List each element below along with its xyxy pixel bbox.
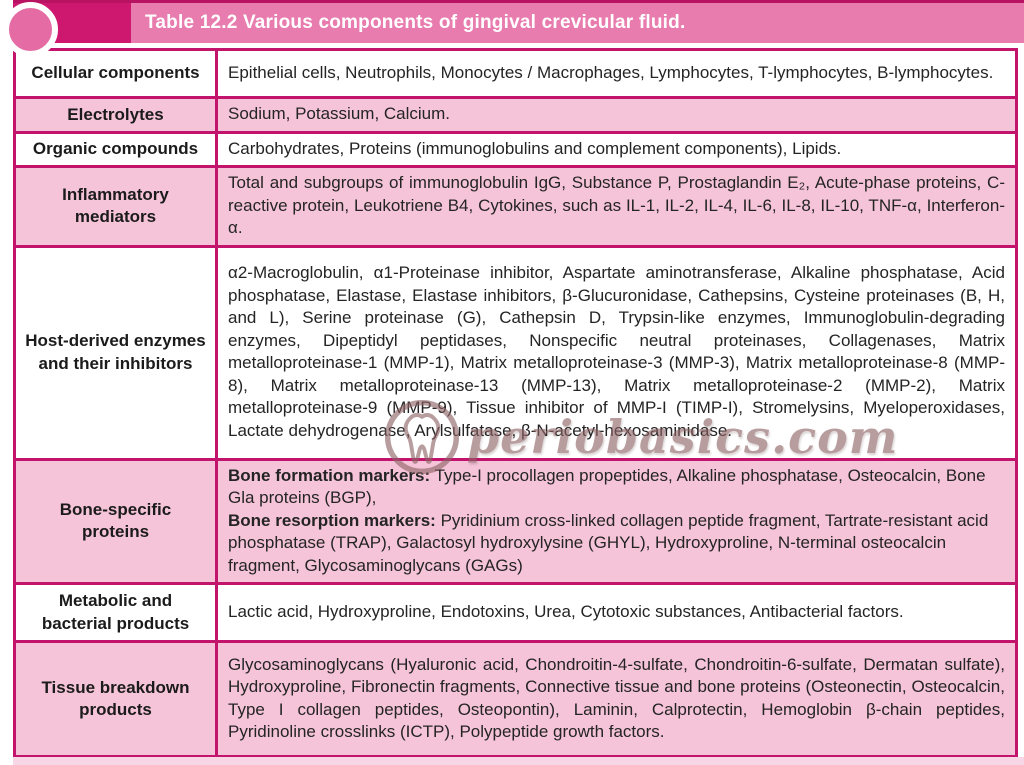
table-title: Table 12.2 Various components of gingiva… bbox=[145, 12, 686, 33]
category-cell: Electrolytes bbox=[13, 96, 218, 134]
category-cell: Bone-specific proteins bbox=[13, 457, 218, 585]
content-cell: Lactic acid, Hydroxyproline, Endotoxins,… bbox=[215, 582, 1018, 643]
content-cell: Glycosaminoglycans (Hyaluronic acid, Cho… bbox=[215, 640, 1018, 758]
table-row-inflammatory-mediators: Inflammatory mediators Total and subgrou… bbox=[13, 165, 1018, 248]
category-cell: Tissue breakdown products bbox=[13, 640, 218, 758]
page-bottom-strip bbox=[13, 757, 1024, 765]
bone-formation-markers-text: Type-I procollagen propeptides, Alkaline… bbox=[228, 465, 986, 508]
category-cell: Metabolic and bacterial products bbox=[13, 582, 218, 643]
table-row-cellular-components: Cellular components Epithelial cells, Ne… bbox=[13, 48, 1018, 99]
table-row-metabolic-bacterial-products: Metabolic and bacterial products Lactic … bbox=[13, 582, 1018, 643]
table-row-bone-specific-proteins: Bone-specific proteins Bone formation ma… bbox=[13, 457, 1018, 585]
bone-resorption-markers-label: Bone resorption markers: bbox=[228, 510, 436, 530]
gcf-components-table: Cellular components Epithelial cells, Ne… bbox=[13, 48, 1018, 758]
table-row-tissue-breakdown-products: Tissue breakdown products Glycosaminogly… bbox=[13, 640, 1018, 758]
bone-resorption-markers-text: Pyridinium cross-linked collagen peptide… bbox=[228, 510, 989, 575]
content-cell: Bone formation markers: Type-I procollag… bbox=[215, 457, 1018, 585]
table-row-host-derived-enzymes: Host-derived enzymes and their inhibitor… bbox=[13, 244, 1018, 461]
content-cell: Sodium, Potassium, Calcium. bbox=[215, 96, 1018, 134]
table-row-electrolytes: Electrolytes Sodium, Potassium, Calcium. bbox=[13, 96, 1018, 134]
content-cell: Total and subgroups of immunoglobulin Ig… bbox=[215, 165, 1018, 248]
category-cell: Organic compounds bbox=[13, 130, 218, 168]
bone-formation-markers-label: Bone formation markers: bbox=[228, 465, 431, 485]
content-cell: Epithelial cells, Neutrophils, Monocytes… bbox=[215, 48, 1018, 99]
table-title-bar: Table 12.2 Various components of gingiva… bbox=[13, 0, 1024, 43]
decorative-circle-bullet bbox=[3, 2, 58, 57]
category-cell: Inflammatory mediators bbox=[13, 165, 218, 248]
content-cell: α2-Macroglobulin, α1-Proteinase inhibito… bbox=[215, 244, 1018, 461]
content-cell: Carbohydrates, Proteins (immunoglobulins… bbox=[215, 130, 1018, 168]
table-row-organic-compounds: Organic compounds Carbohydrates, Protein… bbox=[13, 130, 1018, 168]
category-cell: Host-derived enzymes and their inhibitor… bbox=[13, 244, 218, 461]
category-cell: Cellular components bbox=[13, 48, 218, 99]
